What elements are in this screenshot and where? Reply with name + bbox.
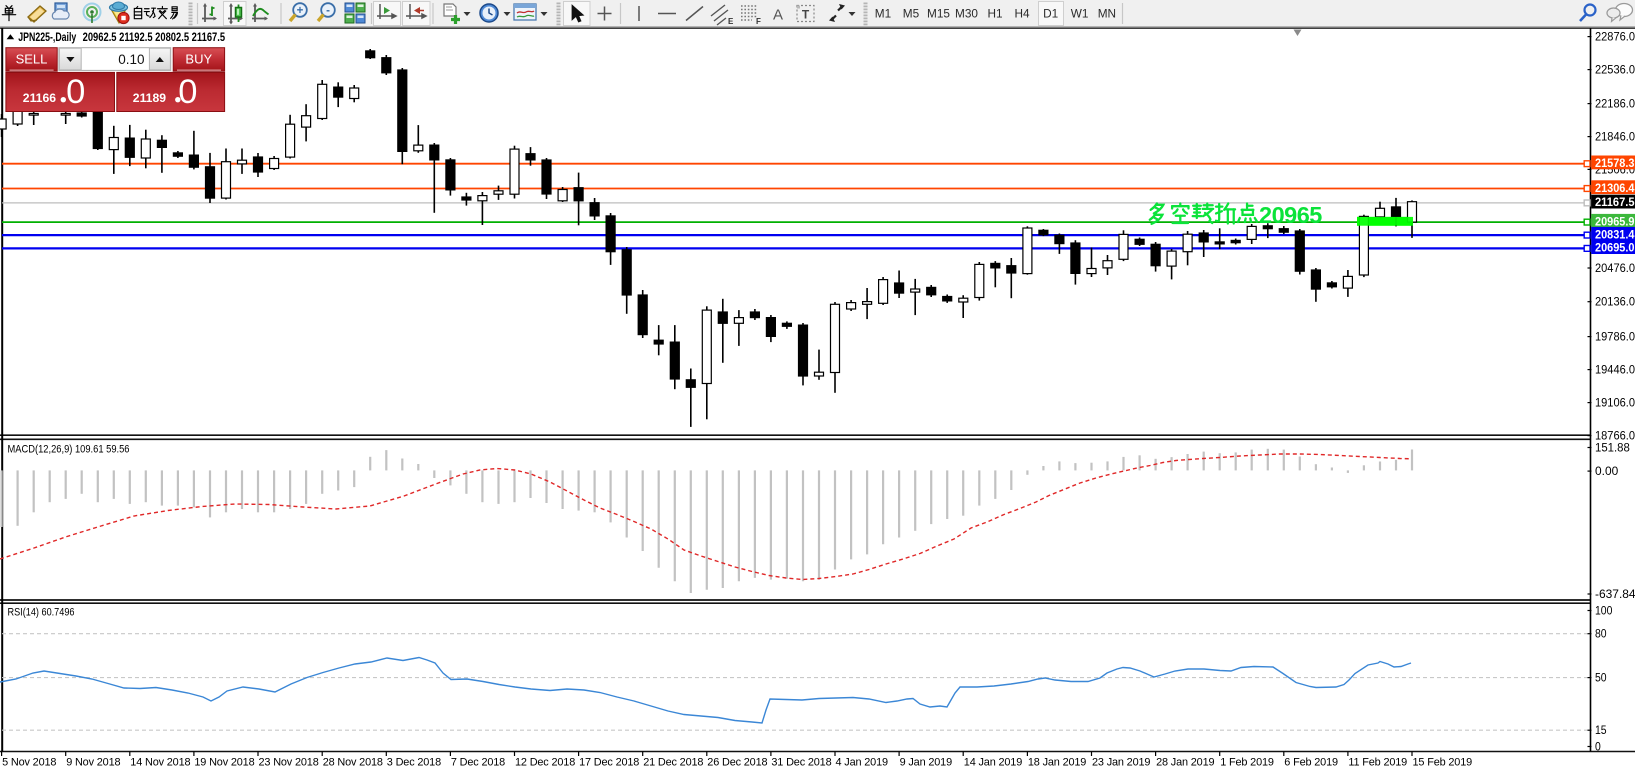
svg-text:19446.0: 19446.0 (1595, 365, 1635, 377)
svg-text:RSI(14) 60.7496: RSI(14) 60.7496 (8, 607, 75, 619)
svg-text:20831.4: 20831.4 (1595, 227, 1635, 241)
svg-text:M1: M1 (875, 7, 891, 21)
svg-text:A: A (773, 7, 783, 24)
svg-text:4 Jan 2019: 4 Jan 2019 (836, 757, 888, 769)
svg-text:9 Nov 2018: 9 Nov 2018 (66, 757, 120, 769)
svg-text:21189: 21189 (133, 91, 166, 105)
svg-text:26 Dec 2018: 26 Dec 2018 (707, 757, 767, 769)
svg-text:50: 50 (1595, 673, 1607, 685)
svg-text:9 Jan 2019: 9 Jan 2019 (900, 757, 952, 769)
svg-text:28 Nov 2018: 28 Nov 2018 (323, 757, 383, 769)
svg-text:JPN225-,Daily: JPN225-,Daily (18, 32, 76, 44)
svg-text:19786.0: 19786.0 (1595, 332, 1635, 344)
svg-text:D1: D1 (1043, 7, 1058, 21)
svg-text:0: 0 (66, 73, 85, 111)
svg-text:MN: MN (1098, 7, 1116, 21)
svg-text:21846.0: 21846.0 (1595, 132, 1635, 144)
svg-text:20965: 20965 (1259, 202, 1322, 228)
svg-text:0.10: 0.10 (118, 52, 144, 67)
svg-text:6 Feb 2019: 6 Feb 2019 (1284, 757, 1338, 769)
svg-text:E: E (728, 17, 734, 26)
svg-text:15: 15 (1595, 725, 1607, 737)
svg-text:7 Dec 2018: 7 Dec 2018 (451, 757, 505, 769)
svg-text:80: 80 (1595, 629, 1607, 641)
svg-text:21306.4: 21306.4 (1595, 181, 1635, 195)
svg-text:23 Nov 2018: 23 Nov 2018 (259, 757, 319, 769)
svg-text:151.88: 151.88 (1595, 443, 1630, 455)
svg-text:28 Jan 2019: 28 Jan 2019 (1156, 757, 1214, 769)
svg-text:18 Jan 2019: 18 Jan 2019 (1028, 757, 1086, 769)
svg-text:F: F (756, 17, 761, 26)
svg-text:14 Nov 2018: 14 Nov 2018 (130, 757, 190, 769)
svg-text:23 Jan 2019: 23 Jan 2019 (1092, 757, 1150, 769)
svg-text:-637.84: -637.84 (1595, 589, 1635, 601)
svg-text:20136.0: 20136.0 (1595, 297, 1635, 309)
svg-text:3 Dec 2018: 3 Dec 2018 (387, 757, 441, 769)
svg-text:H1: H1 (987, 7, 1002, 21)
svg-text:M30: M30 (955, 7, 978, 21)
svg-text:22536.0: 22536.0 (1595, 65, 1635, 77)
svg-text:21166: 21166 (23, 91, 56, 105)
svg-text:H4: H4 (1014, 7, 1030, 21)
svg-text:15 Feb 2019: 15 Feb 2019 (1413, 757, 1473, 769)
svg-text:0: 0 (1595, 742, 1601, 754)
svg-text:20965.9: 20965.9 (1595, 214, 1635, 228)
svg-text:SELL: SELL (16, 52, 48, 67)
svg-text:19106.0: 19106.0 (1595, 398, 1635, 410)
svg-text:5 Nov 2018: 5 Nov 2018 (2, 757, 56, 769)
svg-text:0.00: 0.00 (1595, 466, 1618, 478)
svg-text:19 Nov 2018: 19 Nov 2018 (194, 757, 254, 769)
svg-text:0: 0 (178, 73, 197, 111)
svg-text:31 Dec 2018: 31 Dec 2018 (771, 757, 831, 769)
svg-text:W1: W1 (1071, 7, 1089, 21)
svg-text:22186.0: 22186.0 (1595, 99, 1635, 111)
svg-text:17 Dec 2018: 17 Dec 2018 (579, 757, 639, 769)
svg-text:11 Feb 2019: 11 Feb 2019 (1348, 757, 1407, 769)
svg-text:100: 100 (1595, 606, 1612, 618)
svg-text:T: T (802, 8, 810, 22)
svg-text:M15: M15 (927, 7, 950, 21)
svg-text:20695.0: 20695.0 (1595, 241, 1635, 255)
svg-text:22876.0: 22876.0 (1595, 32, 1635, 44)
svg-text:21578.3: 21578.3 (1595, 156, 1635, 170)
svg-text:BUY: BUY (185, 52, 212, 67)
svg-text:20476.0: 20476.0 (1595, 263, 1635, 275)
svg-text:M5: M5 (903, 7, 920, 21)
svg-text:1 Feb 2019: 1 Feb 2019 (1220, 757, 1274, 769)
svg-text:14 Jan 2019: 14 Jan 2019 (964, 757, 1022, 769)
svg-text:MACD(12,26,9) 109.61 59.56: MACD(12,26,9) 109.61 59.56 (8, 444, 130, 456)
svg-text:18766.0: 18766.0 (1595, 431, 1635, 443)
svg-text:+: + (297, 5, 304, 17)
svg-text:21 Dec 2018: 21 Dec 2018 (643, 757, 703, 769)
svg-text:21167.5: 21167.5 (1595, 195, 1635, 209)
svg-text:12 Dec 2018: 12 Dec 2018 (515, 757, 575, 769)
svg-text:20962.5 21192.5 20802.5 21167.: 20962.5 21192.5 20802.5 21167.5 (83, 32, 226, 44)
svg-text:-: - (326, 5, 330, 17)
